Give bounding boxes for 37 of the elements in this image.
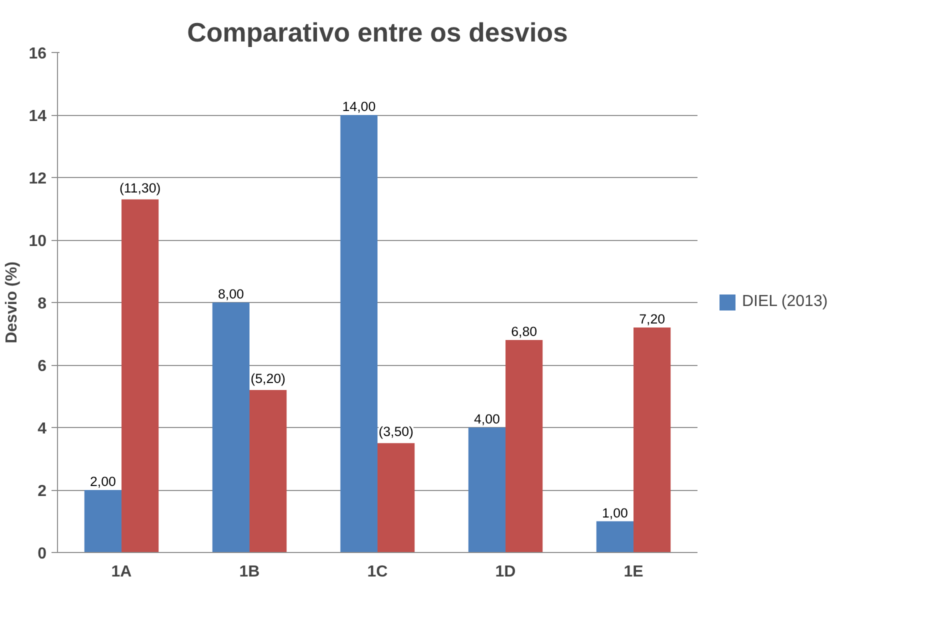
y-tick-label: 2 [38, 483, 47, 500]
bar [596, 521, 634, 552]
bar [634, 328, 671, 552]
y-tick-label: 12 [28, 170, 47, 188]
x-tick-label: 1C [367, 564, 388, 580]
bar [84, 490, 122, 552]
data-label: 14,00 [342, 99, 376, 114]
bar [250, 390, 287, 552]
bar [378, 443, 415, 552]
bar [340, 115, 378, 552]
chart-title: Comparativo entre os desvios [187, 18, 568, 48]
data-label: 8,00 [218, 286, 244, 302]
y-tick-label: 16 [28, 46, 47, 62]
y-axis-title: Desvio (%) [4, 262, 21, 344]
y-tick-label: 4 [38, 420, 47, 438]
data-label: 6,80 [511, 324, 538, 339]
bar [212, 302, 250, 552]
y-tick-label: 0 [38, 546, 47, 562]
data-label: 1,00 [602, 505, 628, 520]
data-label: (5,20) [250, 371, 286, 386]
data-label: (11,30) [119, 180, 161, 196]
data-label: 7,20 [639, 312, 666, 326]
x-tick-label: 1B [239, 564, 260, 580]
data-label: 4,00 [474, 412, 500, 426]
data-label: (3,50) [378, 424, 414, 440]
y-tick-label: 10 [28, 233, 47, 250]
y-tick-label: 6 [38, 358, 47, 375]
x-tick-label: 1E [624, 564, 644, 580]
y-tick-label: 8 [38, 296, 47, 312]
bar [506, 340, 543, 552]
bar [122, 199, 159, 552]
x-tick-label: 1D [495, 564, 516, 580]
data-label: 2,00 [90, 474, 116, 489]
bar [468, 428, 506, 552]
y-tick-label: 14 [28, 108, 47, 125]
legend-label: DIEL (2013) [742, 293, 828, 311]
x-tick-label: 1A [111, 564, 132, 580]
